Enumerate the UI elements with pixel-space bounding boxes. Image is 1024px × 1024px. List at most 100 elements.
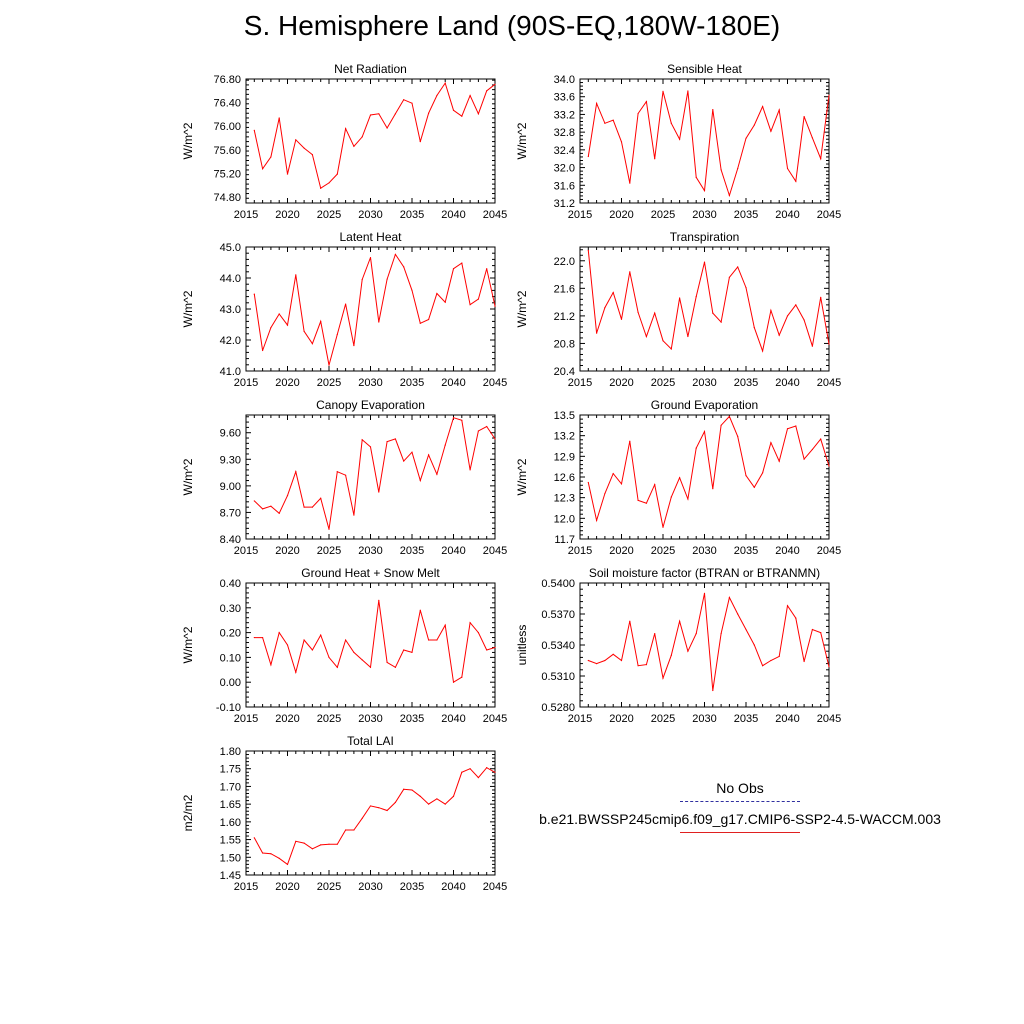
x-tick-label: 2030 [358,713,382,725]
data-point [654,312,656,314]
data-point [828,666,830,668]
data-point [728,276,731,278]
data-point [278,857,280,859]
data-point [728,596,731,599]
y-tick-label: 20.4 [554,366,575,378]
panel-title: Transpiration [670,230,740,244]
data-point [587,659,589,662]
x-tick-label: 2020 [609,209,633,221]
data-point [444,82,446,84]
data-point [311,649,313,651]
data-point [369,805,372,807]
data-point [811,137,814,139]
data-point [403,99,405,101]
y-axis-label: W/m^2 [181,122,195,159]
x-tick-label: 2015 [234,377,258,389]
x-tick-label: 2020 [609,713,633,725]
data-point [469,304,471,306]
chart-panel-2: Sensible Heat W/m^2 2015 2020 2025 2030 2035 20… [515,62,841,221]
data-point [753,124,755,126]
panel-title: Ground Evaporation [651,398,758,412]
data-point [712,108,714,111]
series-line [253,417,496,530]
y-tick-label: 1.70 [220,781,241,793]
x-tick-label: 2015 [568,545,592,557]
x-tick-label: 2020 [275,713,299,725]
data-point [345,829,347,831]
data-point [403,266,405,268]
data-point [428,803,430,805]
x-tick-label: 2025 [651,713,675,725]
data-point [278,512,280,514]
data-point [645,100,648,103]
y-tick-label: 1.60 [220,817,241,829]
data-point [712,689,714,692]
data-point [703,592,706,594]
data-point [604,122,606,124]
x-tick-label: 2015 [234,209,258,221]
x-tick-label: 2040 [441,881,465,893]
data-point [295,671,297,673]
data-point [469,768,471,770]
data-point [786,605,789,607]
data-point [703,261,706,263]
data-point [386,809,388,812]
data-point [295,274,297,276]
data-point [436,639,438,641]
y-axis-label: W/m^2 [515,458,529,495]
data-point [728,194,731,197]
x-tick-label: 2035 [734,713,758,725]
data-point [587,249,589,252]
data-point [262,852,264,854]
data-point [353,651,355,654]
data-point [670,654,672,656]
data-point [629,182,631,184]
plot-frame [245,78,496,204]
data-point [345,474,347,476]
series-line [588,593,830,691]
data-point [662,90,664,92]
data-point [345,639,347,641]
y-tick-label: 42.0 [220,335,241,347]
x-tick-label: 2025 [317,377,341,389]
data-point [419,609,421,611]
data-point [477,298,479,300]
data-point [695,447,697,449]
data-point [419,140,421,143]
y-tick-label: 12.6 [554,472,575,484]
data-point [753,327,755,329]
data-point [311,506,313,508]
data-point [795,617,797,619]
data-point [494,438,496,440]
y-tick-label: 13.5 [554,410,575,422]
data-point [386,278,388,280]
data-point [286,173,289,175]
data-point [428,318,430,321]
data-point [278,632,280,634]
data-point [353,829,355,831]
data-point [328,364,330,366]
page-title: S. Hemisphere Land (90S-EQ,180W-180E) [243,10,781,41]
data-point [811,628,814,631]
data-point [411,651,413,654]
data-point [477,113,479,115]
data-point [253,129,255,131]
x-tick-label: 2020 [275,881,299,893]
plot-frame [245,414,496,540]
data-point [278,117,280,119]
x-tick-label: 2015 [234,881,258,893]
x-tick-label: 2025 [651,209,675,221]
data-point [745,628,747,631]
data-point [645,502,648,504]
data-point [637,499,639,502]
data-point [695,633,697,635]
data-point [728,415,731,417]
data-point [494,646,496,649]
y-tick-label: 41.0 [220,366,241,378]
panel-title: Total LAI [347,734,394,748]
data-point [336,173,338,175]
data-point [303,639,305,641]
y-tick-label: 0.10 [220,652,241,664]
data-point [253,636,255,639]
y-tick-label: 0.5310 [541,671,575,683]
